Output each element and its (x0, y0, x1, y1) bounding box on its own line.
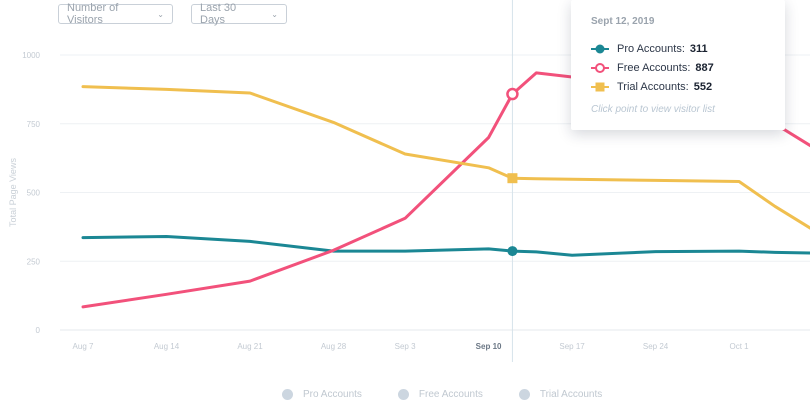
chevron-down-icon: ⌄ (271, 9, 278, 19)
legend-dot-icon (518, 389, 530, 400)
x-tick-label: Aug 14 (154, 342, 180, 351)
marker-shape (595, 44, 605, 53)
marker-shape (595, 82, 605, 91)
hover-tooltip: Sept 12, 2019 Pro Accounts: 311 Free Accou… (571, 0, 785, 130)
filter-toolbar: Number of Visitors ⌄ Last 30 Days ⌄ (58, 2, 287, 26)
data-point-marker[interactable] (507, 246, 518, 257)
legend-dot-icon (282, 389, 293, 400)
range-dropdown-label: Last 30 Days (200, 2, 237, 26)
tooltip-row-label: Pro Accounts: (617, 42, 685, 55)
data-point-marker[interactable] (507, 173, 518, 184)
range-dropdown[interactable]: Last 30 Days ⌄ (191, 2, 287, 26)
tooltip-date: Sept 12, 2019 (591, 16, 655, 27)
data-point-marker[interactable] (506, 87, 519, 101)
x-tick-label: Sep 10 (476, 342, 502, 351)
tooltip-row: Free Accounts: 887 (591, 58, 765, 77)
y-tick-label: 750 (27, 120, 41, 129)
tooltip-row: Trial Accounts: 552 (591, 77, 765, 96)
tooltip-hint: Click point to view visitor list (591, 104, 715, 115)
chevron-down-icon: ⌄ (157, 9, 164, 19)
tooltip-row-label: Trial Accounts: (617, 80, 689, 93)
legend-label: Pro Accounts (303, 389, 362, 400)
x-tick-label: Oct 1 (730, 342, 750, 351)
y-tick-label: 0 (36, 326, 41, 335)
legend-item-trial[interactable]: Trial Accounts (518, 389, 603, 400)
metric-dropdown[interactable]: Number of Visitors ⌄ (58, 2, 173, 26)
marker-shape (595, 62, 605, 73)
legend-label: Free Accounts (418, 389, 483, 400)
series-marker-icon (591, 82, 609, 91)
x-tick-label: Aug 28 (321, 342, 347, 351)
tooltip-row-value: 552 (693, 80, 713, 93)
x-tick-label: Aug 7 (73, 342, 94, 351)
y-tick-label: 500 (27, 189, 41, 198)
chart-legend: Pro Accounts Free Accounts Trial Account… (282, 389, 602, 400)
x-tick-label: Sep 24 (643, 342, 669, 351)
tooltip-row: Pro Accounts: 311 (591, 39, 765, 58)
legend-item-pro[interactable]: Pro Accounts (282, 389, 362, 400)
series-marker-icon (591, 62, 609, 73)
legend-item-free[interactable]: Free Accounts (397, 389, 483, 400)
x-tick-label: Aug 21 (237, 342, 263, 351)
legend-label: Trial Accounts (539, 389, 603, 400)
tooltip-row-label: Free Accounts: (617, 61, 691, 74)
series-marker-icon (591, 44, 609, 53)
tooltip-row-value: 887 (695, 61, 714, 74)
x-tick-label: Sep 3 (395, 342, 416, 351)
y-axis-title: Total Page Views (8, 158, 18, 227)
y-tick-label: 250 (27, 257, 41, 266)
x-tick-label: Sep 17 (559, 342, 585, 351)
series-line-0[interactable] (81, 235, 810, 257)
tooltip-row-value: 311 (689, 42, 708, 55)
y-tick-label: 1000 (22, 51, 40, 60)
legend-dot-icon (397, 389, 409, 400)
metric-dropdown-label: Number of Visitors (67, 2, 119, 26)
